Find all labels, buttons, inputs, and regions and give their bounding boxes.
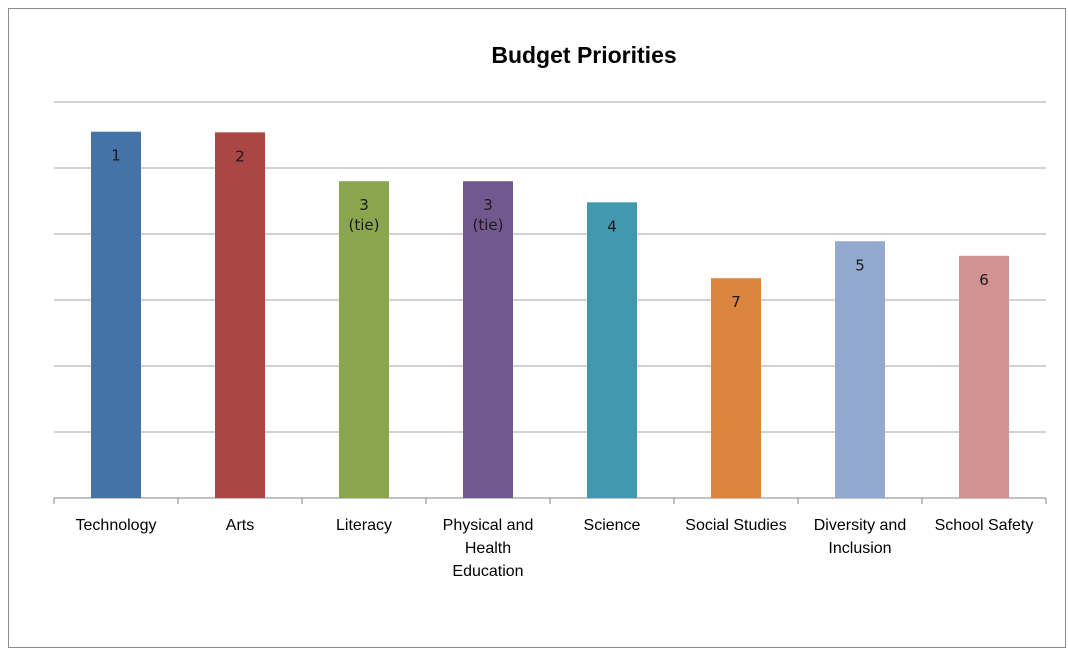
bar [587, 202, 637, 498]
chart-title: Budget Priorities [491, 42, 677, 68]
bar [711, 278, 761, 498]
category-label: School Safety [935, 517, 1034, 534]
data-label: 7 [731, 293, 741, 311]
category-label: Social Studies [685, 517, 786, 534]
category-label: Physical and Health Education [443, 517, 534, 580]
bar [463, 181, 513, 498]
bar [959, 255, 1009, 498]
bar [835, 241, 885, 498]
data-label: 4 [607, 217, 617, 235]
bar-chart: 1 2 3 (tie) 3 (tie) 4 7 5 6 Technology Arts Literac… [53, 101, 1047, 580]
bar [215, 132, 265, 499]
category-label: Diversity and Inclusion [814, 517, 906, 557]
data-label: 5 [855, 256, 865, 274]
category-label: Technology [76, 517, 157, 534]
category-label: Arts [226, 517, 254, 534]
category-label: Literacy [336, 517, 392, 534]
data-label: 2 [235, 147, 245, 165]
data-label: 3 (tie) [473, 196, 504, 234]
data-label: 6 [979, 271, 989, 289]
chart-frame [8, 8, 1066, 648]
data-label: 1 [111, 147, 121, 165]
bar [339, 181, 389, 498]
bar [91, 131, 141, 498]
data-label: 3 (tie) [349, 196, 380, 234]
category-label: Science [584, 517, 641, 534]
